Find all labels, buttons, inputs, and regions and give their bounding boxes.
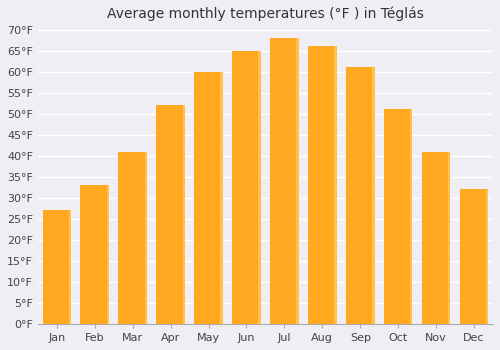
- Bar: [80, 185, 109, 324]
- Bar: [346, 68, 374, 324]
- Bar: [270, 38, 298, 324]
- Bar: [448, 152, 450, 324]
- Bar: [334, 47, 336, 324]
- Bar: [194, 72, 223, 324]
- Bar: [68, 210, 71, 324]
- Title: Average monthly temperatures (°F ) in Téglás: Average monthly temperatures (°F ) in Té…: [107, 7, 424, 21]
- Bar: [220, 72, 223, 324]
- Bar: [296, 38, 298, 324]
- Bar: [422, 152, 450, 324]
- Bar: [182, 105, 185, 324]
- Bar: [144, 152, 147, 324]
- Bar: [410, 110, 412, 324]
- Bar: [258, 51, 260, 324]
- Bar: [42, 210, 71, 324]
- Bar: [308, 47, 336, 324]
- Bar: [118, 152, 147, 324]
- Bar: [156, 105, 185, 324]
- Bar: [486, 189, 488, 324]
- Bar: [384, 110, 412, 324]
- Bar: [232, 51, 260, 324]
- Bar: [460, 189, 488, 324]
- Bar: [372, 68, 374, 324]
- Bar: [106, 185, 109, 324]
